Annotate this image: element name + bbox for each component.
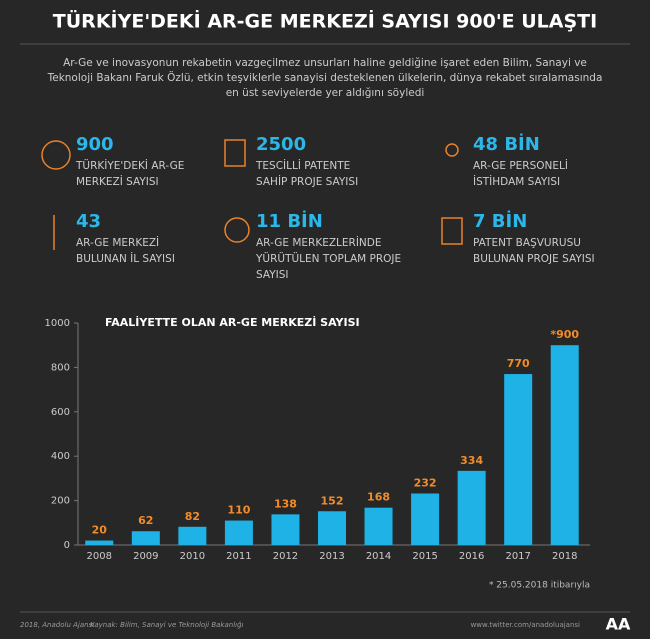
- stat-label: AR-GE MERKEZİ: [76, 236, 159, 249]
- icon: [41, 140, 71, 170]
- stat-label: AR-GE MERKEZLERİNDE: [256, 236, 382, 249]
- logo: AA: [606, 615, 631, 634]
- value-label: 334: [460, 454, 483, 467]
- stat-value: 48 BİN: [473, 133, 540, 155]
- bar: [457, 470, 486, 545]
- value-label: *900: [550, 328, 579, 341]
- stat-label: SAHİP PROJE SAYISI: [256, 175, 358, 188]
- y-tick-label: 800: [51, 362, 70, 373]
- x-tick-label: 2008: [87, 551, 112, 562]
- title: TÜRKİYE'DEKİ AR-GE MERKEZİ SAYISI 900'E …: [53, 9, 597, 33]
- icon: [441, 217, 463, 245]
- stat-value: 11 BİN: [256, 210, 323, 232]
- stat-label: SAYISI: [256, 269, 289, 281]
- stat-value: 7 BİN: [473, 210, 527, 232]
- bar: [178, 526, 207, 545]
- value-label: 168: [367, 491, 390, 504]
- stat-value: 43: [76, 211, 101, 232]
- x-tick-label: 2015: [412, 551, 437, 562]
- stat-value: 2500: [256, 134, 306, 155]
- value-label: 138: [274, 497, 297, 510]
- value-label: 82: [185, 510, 200, 523]
- chart-note: * 25.05.2018 itibarıyla: [489, 581, 590, 591]
- x-tick-label: 2017: [505, 551, 530, 562]
- stat-label: MERKEZİ SAYISI: [76, 175, 159, 188]
- bar: [271, 514, 300, 545]
- y-tick-label: 1000: [45, 318, 70, 329]
- bar: [224, 520, 253, 545]
- stat-label: TÜRKİYE'DEKİ AR-GE: [75, 159, 184, 172]
- bar: [85, 540, 114, 545]
- source: Kaynak: Bilim, Sanayi ve Teknoloji Bakan…: [90, 621, 244, 629]
- icon: [224, 217, 250, 243]
- value-label: 62: [138, 514, 153, 527]
- link: www.twitter.com/anadoluajansi: [471, 621, 580, 629]
- stat-label: TESCİLLİ PATENTE: [255, 159, 350, 172]
- x-tick-label: 2018: [552, 551, 577, 562]
- bar: [550, 345, 579, 545]
- copyright: 2018, Anadolu Ajansı: [20, 621, 94, 629]
- x-tick-label: 2009: [133, 551, 158, 562]
- bar: [318, 511, 346, 545]
- value-label: 110: [227, 504, 250, 517]
- subtitle-line: en üst seviyelerde yer aldığını söyledi: [226, 87, 425, 99]
- bar: [411, 493, 440, 545]
- icons: [41, 139, 463, 250]
- stat-value: 900: [76, 134, 114, 155]
- stat-label: BULUNAN PROJE SAYISI: [473, 253, 595, 265]
- stat-label: PATENT BAŞVURUSU: [473, 237, 581, 249]
- bar: [131, 531, 160, 545]
- icon: [224, 139, 246, 167]
- bar: [504, 374, 533, 545]
- value-label: 770: [507, 357, 530, 370]
- y-tick-label: 400: [51, 451, 70, 462]
- stat-label: YÜRÜTÜLEN TOPLAM PROJE: [255, 252, 401, 265]
- value-label: 232: [414, 476, 437, 489]
- y-tick-label: 600: [51, 407, 70, 418]
- value-label: 20: [92, 524, 108, 537]
- chart-title: FAALİYETTE OLAN AR-GE MERKEZİ SAYISI: [105, 315, 360, 329]
- y-tick-label: 0: [64, 540, 70, 551]
- subtitle-line: Ar-Ge ve inovasyonun rekabetin vazgeçilm…: [63, 57, 587, 69]
- subtitle-line: Teknoloji Bakanı Faruk Özlü, etkin teşvi…: [47, 71, 603, 84]
- x-tick-label: 2012: [273, 551, 298, 562]
- x-tick-label: 2010: [180, 551, 205, 562]
- stat-label: BULUNAN İL SAYISI: [76, 252, 175, 265]
- icon: [445, 143, 459, 157]
- bar: [364, 507, 393, 545]
- value-label: 152: [321, 494, 344, 507]
- x-tick-label: 2014: [366, 551, 391, 562]
- x-tick-label: 2013: [319, 551, 344, 562]
- x-tick-label: 2011: [226, 551, 251, 562]
- stat-label: AR-GE PERSONELİ: [473, 159, 568, 172]
- stat-label: İSTİHDAM SAYISI: [473, 175, 560, 188]
- y-tick-label: 200: [51, 496, 70, 507]
- x-tick-label: 2016: [459, 551, 484, 562]
